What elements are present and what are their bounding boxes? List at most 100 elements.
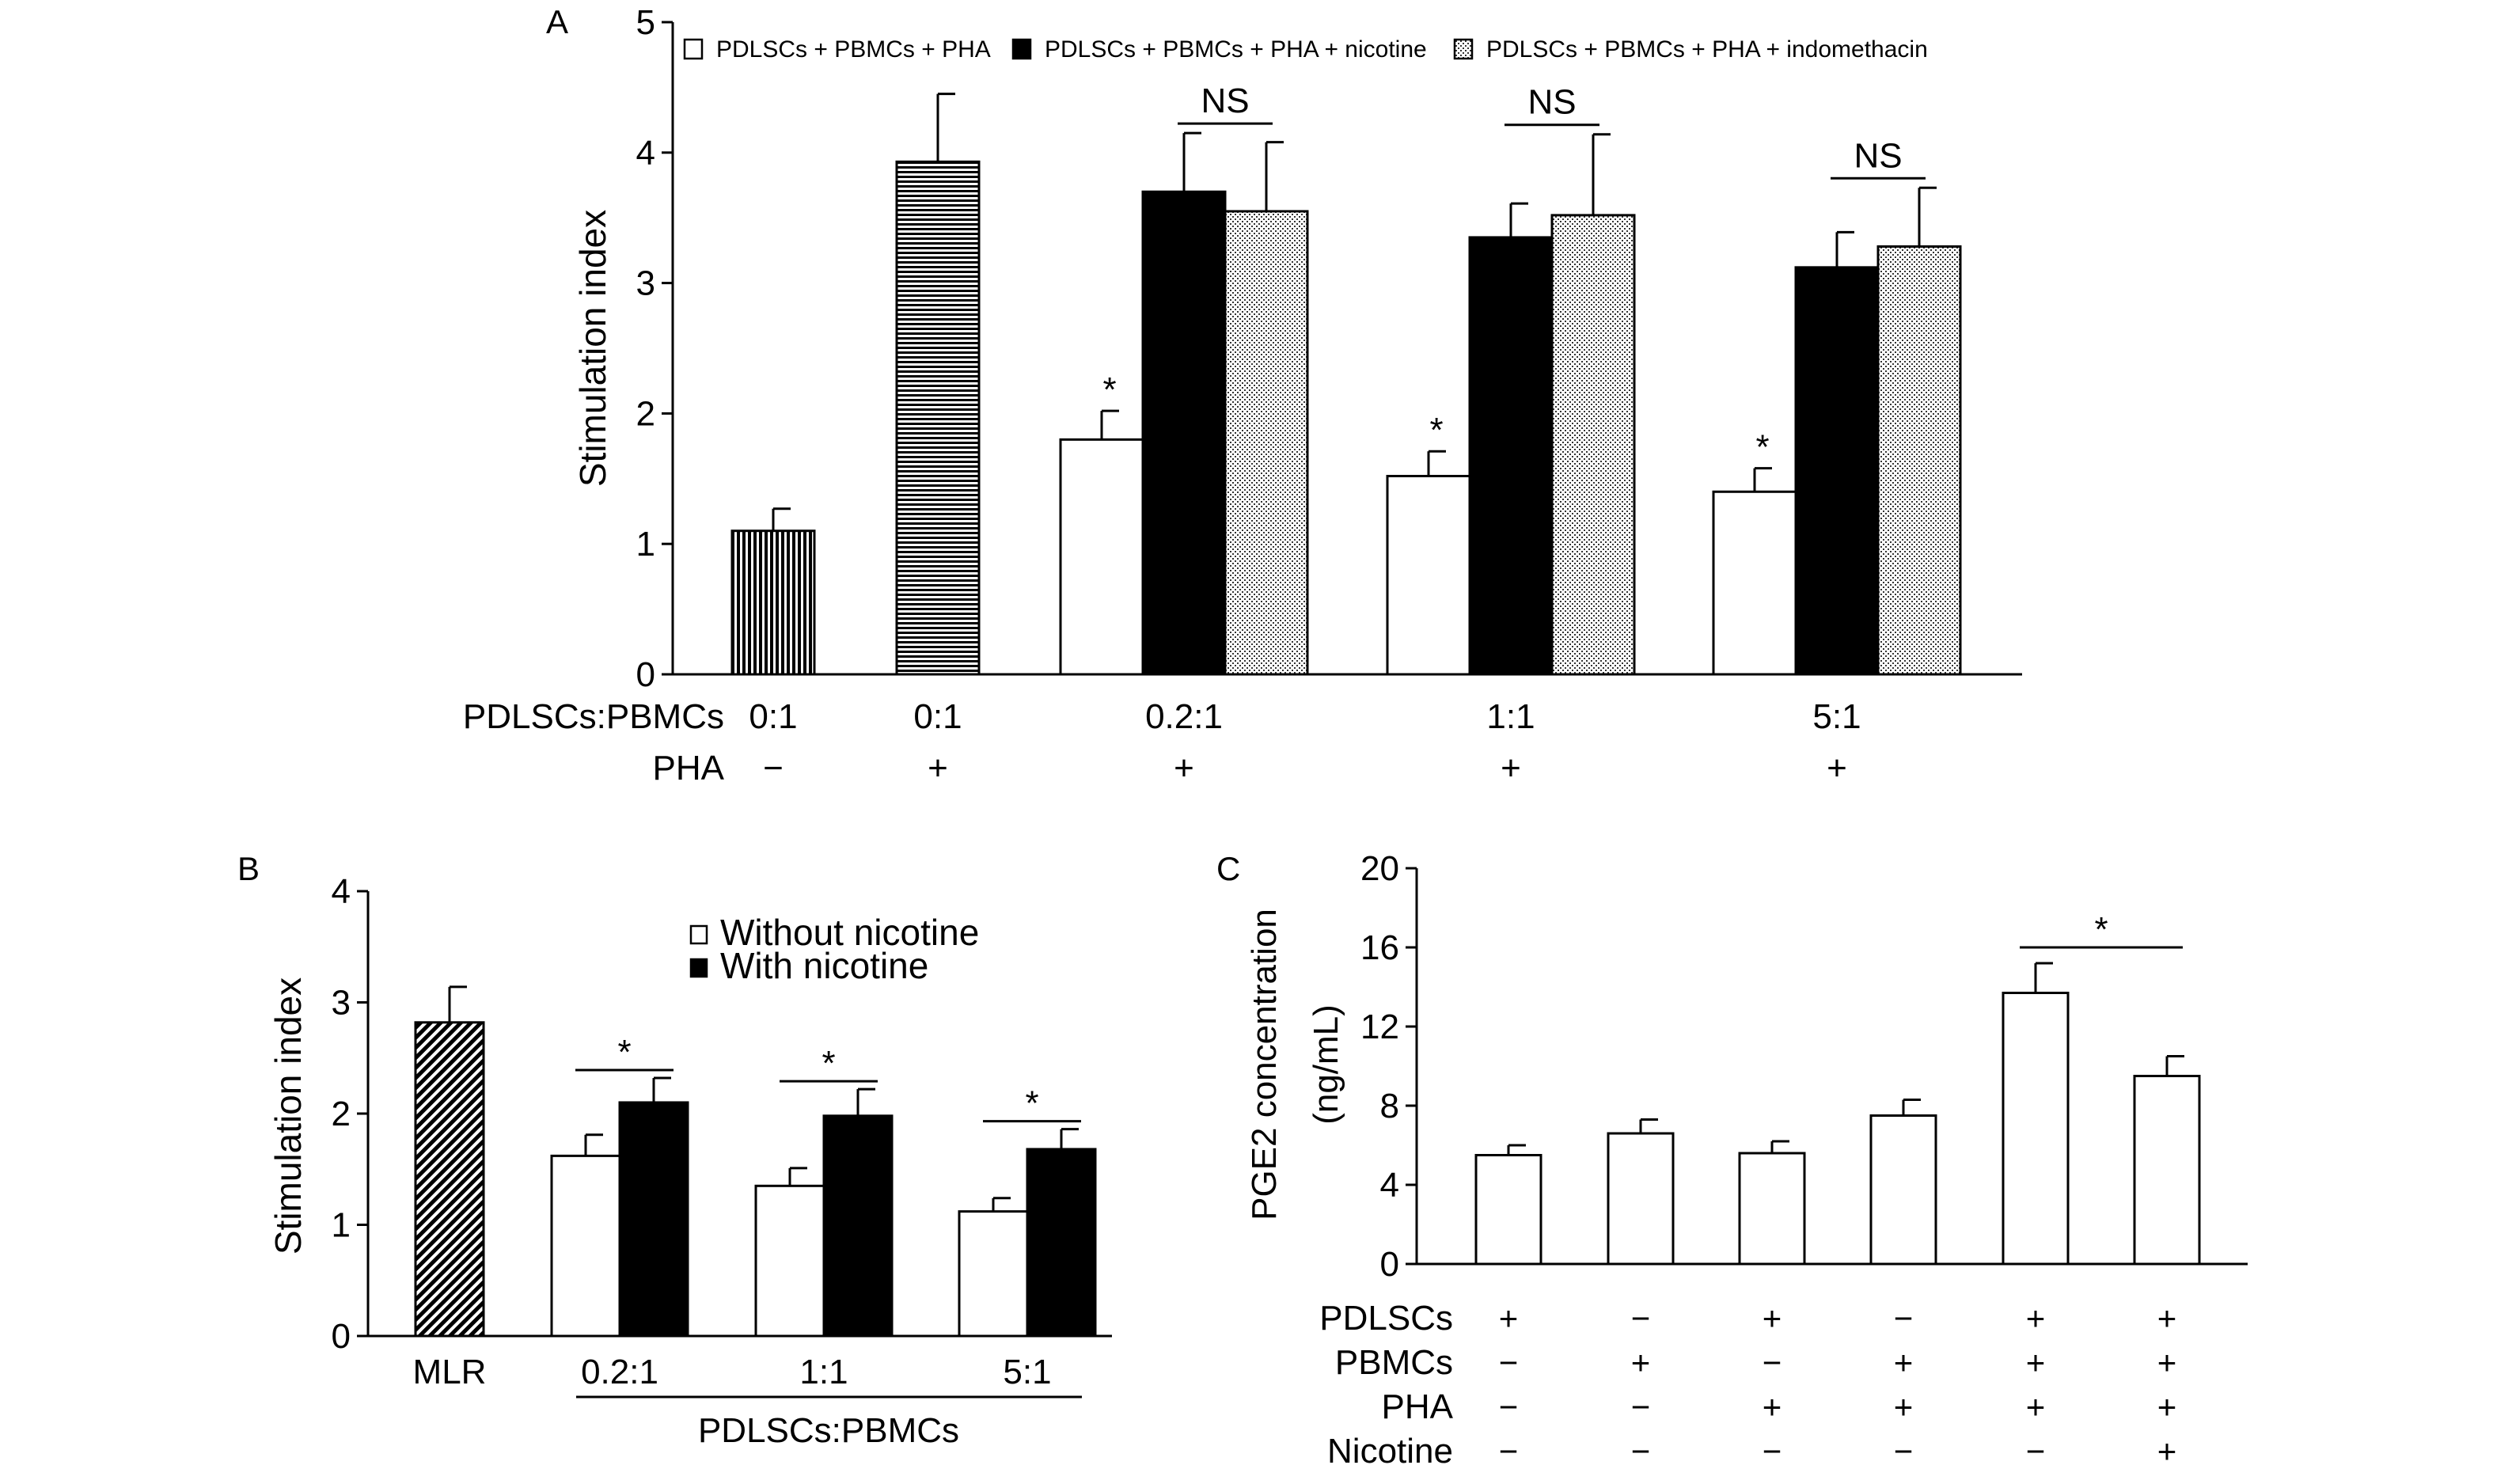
panel-a-ratio-label: 0:1 xyxy=(749,697,797,736)
panel-c-condition-sign: − xyxy=(1499,1344,1519,1381)
panel-c-bar xyxy=(1869,1114,1937,1266)
panel-b-legend-label: Without nicotine xyxy=(720,912,979,953)
panel-a-legend-swatch xyxy=(683,38,704,60)
panel-b-legend-swatch xyxy=(689,924,708,945)
panel-b-y-tick-label: 4 xyxy=(332,872,351,911)
panel-b-y-tick-label: 0 xyxy=(332,1317,351,1356)
panel-b-chart: B 0 1 2 3 4 Stimulation index Without nicotineW… xyxy=(237,850,1112,1450)
panel-a-bar xyxy=(1712,490,1797,676)
panel-a-bar xyxy=(1386,475,1471,676)
panel-a-chart: A 0 1 2 3 4 5 Stimulation index PDLSCs + PBMCs +… xyxy=(463,3,2022,788)
panel-c-condition-sign: + xyxy=(1631,1344,1651,1381)
panel-b-y-tick-label: 3 xyxy=(332,984,351,1023)
panel-c-bar xyxy=(1738,1152,1806,1266)
panel-c-y-tick-label: 8 xyxy=(1380,1087,1399,1125)
panel-c-condition-sign: − xyxy=(1631,1433,1651,1470)
panel-c-condition-sign: − xyxy=(1631,1300,1651,1337)
panel-c-y-tick-label: 0 xyxy=(1380,1245,1399,1284)
panel-c-condition-sign: + xyxy=(1894,1344,1914,1381)
panel-a-legend-label: PDLSCs + PBMCs + PHA + nicotine xyxy=(1045,36,1427,63)
panel-a-significance-mark: * xyxy=(1102,370,1116,409)
panel-a-bar xyxy=(1794,266,1880,676)
panel-a-bar xyxy=(1876,245,1962,676)
panel-a-pha-sign: + xyxy=(1501,749,1521,788)
panel-a-bracket-label: NS xyxy=(1854,136,1902,175)
panel-a-y-tick-label: 1 xyxy=(636,525,655,564)
panel-c-condition-sign: − xyxy=(2026,1433,2046,1470)
panel-a-bracket-label: NS xyxy=(1201,82,1249,120)
panel-a-y-axis-title: Stimulation index xyxy=(572,210,613,487)
panel-b-category-label: 0.2:1 xyxy=(581,1353,658,1391)
panel-a-y-tick-label: 0 xyxy=(636,655,655,694)
panel-a-y-tick-label: 2 xyxy=(636,394,655,433)
panel-c-condition-sign: + xyxy=(2157,1344,2177,1381)
panel-c-condition-sign: + xyxy=(2026,1300,2046,1337)
panel-c-condition-sign: − xyxy=(1894,1300,1914,1337)
panel-b-bar xyxy=(550,1154,621,1338)
panel-b-category-label: MLR xyxy=(413,1353,487,1391)
panel-b-y-axis-title: Stimulation index xyxy=(268,977,309,1254)
panel-a-significance-mark: * xyxy=(1755,428,1769,467)
panel-b-label: B xyxy=(237,850,260,887)
panel-c-condition-sign: − xyxy=(1894,1433,1914,1470)
panel-a-ratio-label: 0.2:1 xyxy=(1145,697,1223,736)
panel-c-label: C xyxy=(1216,850,1240,887)
panel-b-category-label: 1:1 xyxy=(799,1353,848,1391)
panel-c-condition-sign: − xyxy=(1631,1388,1651,1425)
panel-c-y-tick-label: 20 xyxy=(1360,849,1399,888)
panel-c-bracket-label: * xyxy=(2094,910,2108,949)
panel-a-significance-mark: * xyxy=(1429,411,1443,450)
panel-a-y-tick-label: 4 xyxy=(636,134,655,173)
panel-b-legend-swatch xyxy=(689,958,708,978)
panel-c-y-axis-title: PGE2 concentration xyxy=(1245,909,1284,1220)
panel-c-y-tick-label: 4 xyxy=(1380,1166,1399,1205)
panel-c-y-tick-label: 12 xyxy=(1360,1008,1399,1046)
panel-c-condition-sign: − xyxy=(1763,1344,1782,1381)
panel-b-y-tick-label: 1 xyxy=(332,1206,351,1245)
panel-b-bar xyxy=(822,1114,894,1338)
panel-c-bar xyxy=(2133,1075,2201,1266)
panel-c-condition-sign: + xyxy=(2157,1300,2177,1337)
panel-c-condition-sign: + xyxy=(2026,1388,2046,1425)
panel-a-bar xyxy=(1141,190,1227,676)
panel-a-bar xyxy=(1550,214,1636,676)
panel-a-pha-sign: − xyxy=(763,749,784,788)
panel-a-pha-sign: + xyxy=(928,749,948,788)
panel-c-condition-sign: − xyxy=(1499,1388,1519,1425)
panel-b-bar xyxy=(754,1184,825,1338)
panel-a-legend-label: PDLSCs + PBMCs + PHA + indomethacin xyxy=(1486,36,1928,63)
panel-c-bar xyxy=(1607,1132,1675,1266)
panel-c-condition-sign: + xyxy=(1894,1388,1914,1425)
panel-a-bar xyxy=(730,529,816,676)
panel-c-condition-sign: + xyxy=(2157,1433,2177,1470)
panel-a-bar xyxy=(1224,210,1309,676)
panel-b-bracket-label: * xyxy=(1025,1084,1038,1123)
panel-a-ratio-label: 5:1 xyxy=(1812,697,1861,736)
panel-c-condition-sign: − xyxy=(1763,1433,1782,1470)
panel-c-row-label: PHA xyxy=(1382,1387,1454,1426)
panel-b-x-axis-title: PDLSCs:PBMCs xyxy=(698,1411,959,1450)
panel-b-y-tick-label: 2 xyxy=(332,1095,351,1133)
panel-a-row-label: PDLSCs:PBMCs xyxy=(463,697,724,736)
panel-c-row-label: PBMCs xyxy=(1335,1343,1453,1382)
panel-c-bar xyxy=(1474,1154,1542,1266)
panel-a-bracket-label: NS xyxy=(1527,83,1576,122)
panel-a-label: A xyxy=(546,3,568,40)
panel-a-legend-swatch xyxy=(1011,38,1032,60)
panel-b-bar xyxy=(1026,1148,1097,1338)
panel-a-row-label: PHA xyxy=(653,749,725,788)
panel-a-y-tick-label: 3 xyxy=(636,264,655,303)
panel-b-bar xyxy=(958,1210,1029,1338)
panel-c-condition-sign: + xyxy=(2157,1388,2177,1425)
panel-a-legend-swatch xyxy=(1453,38,1474,60)
panel-a-y-tick-label: 5 xyxy=(636,3,655,42)
panel-c-bar xyxy=(2002,992,2070,1266)
panel-b-bracket-label: * xyxy=(822,1044,835,1083)
panel-c-row-label: Nicotine xyxy=(1327,1432,1453,1471)
panel-b-bar xyxy=(618,1101,689,1338)
panel-b-bar xyxy=(414,1021,485,1338)
panel-c-y-tick-label: 16 xyxy=(1360,928,1399,967)
panel-b-bracket-label: * xyxy=(617,1033,631,1072)
panel-c-condition-sign: + xyxy=(1763,1388,1782,1425)
panel-a-bar xyxy=(1468,236,1554,676)
